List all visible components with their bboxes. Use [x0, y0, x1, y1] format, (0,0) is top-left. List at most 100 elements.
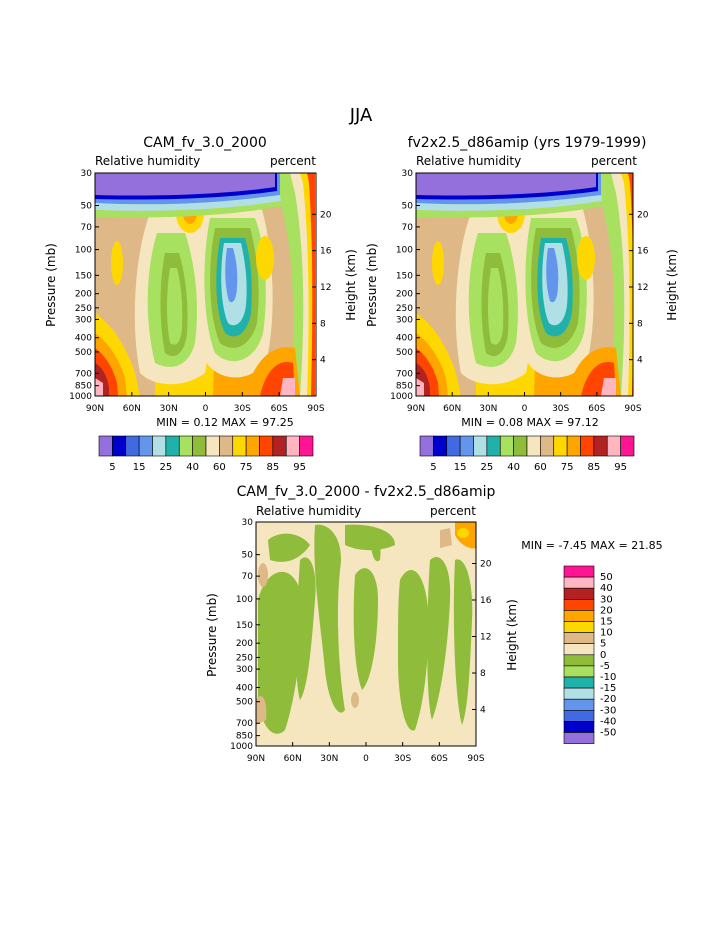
colorbar-swatch: [563, 698, 595, 711]
colorbar-swatch: [473, 435, 488, 457]
y-tick-label: 700: [75, 369, 92, 379]
colorbar-swatch: [245, 435, 260, 457]
colorbar-swatch: [563, 687, 595, 700]
variable-label: Relative humidity: [95, 154, 200, 168]
y-tick-label: 70: [242, 572, 254, 582]
colorbar-swatch: [178, 435, 193, 457]
colorbar-label: 20: [600, 605, 613, 616]
y-tick-label: 50: [81, 201, 93, 211]
colorbar-label: 25: [160, 462, 173, 473]
colorbar-label: 75: [240, 462, 253, 473]
colorbar-swatch: [563, 721, 595, 733]
stats-label: MIN = 0.12 MAX = 97.25: [156, 416, 293, 429]
y-tick-label: 100: [396, 246, 413, 256]
x-tick-label: 60S: [588, 404, 605, 414]
colorbar-swatch: [446, 435, 461, 457]
colorbar-label: 95: [293, 462, 306, 473]
x-tick-label: 60S: [431, 754, 448, 764]
y-tick-label: 100: [75, 246, 92, 256]
y-axis-label: Pressure (mb): [205, 593, 219, 677]
colorbar-swatch: [192, 435, 207, 457]
y-tick-label: 30: [402, 169, 414, 179]
y-axis-label: Pressure (mb): [365, 243, 379, 327]
y-tick-label: 500: [236, 698, 253, 708]
page-title: JJA: [349, 105, 373, 126]
variable-label: Relative humidity: [416, 154, 521, 168]
colorbar-label: -15: [600, 683, 616, 694]
y-tick-label: 70: [81, 223, 93, 233]
colorbar-label: 95: [614, 462, 627, 473]
y-tick-label: 300: [236, 665, 253, 675]
colorbar-swatch: [419, 435, 434, 457]
colorbar-swatch: [232, 435, 247, 457]
colorbar-swatch: [219, 435, 234, 457]
variable-label: Relative humidity: [256, 504, 361, 518]
axes-ticks: 90N 60N 30N 0 30S 60S 90S100085070050040030025…: [69, 169, 649, 764]
colorbar-swatch: [563, 565, 595, 578]
colorbar-label: 15: [600, 617, 613, 628]
y-tick-label: 850: [75, 382, 92, 392]
colorbar-swatch: [259, 435, 274, 457]
colorbar-swatch: [112, 435, 127, 457]
y-tick-label: 30: [242, 518, 254, 528]
colorbar-swatch: [563, 621, 595, 633]
contour-field: [95, 173, 315, 396]
colorbar-swatch: [165, 435, 180, 457]
y-tick-label: 500: [396, 348, 413, 358]
stats-label: MIN = -7.45 MAX = 21.85: [521, 539, 662, 552]
colorbar-swatch: [563, 654, 595, 667]
y2-tick-label: 4: [480, 705, 486, 715]
colorbar-swatch: [563, 598, 595, 611]
y-tick-label: 200: [396, 290, 413, 300]
colorbar-swatch: [513, 435, 528, 457]
y2-tick-label: 20: [637, 210, 649, 220]
colorbar-label: 30: [600, 594, 613, 605]
units-label: percent: [430, 504, 476, 518]
colorbar-label: -10: [600, 672, 616, 683]
y-tick-label: 400: [236, 683, 253, 693]
y-tick-label: 30: [81, 169, 93, 179]
colorbar-label: 0: [600, 650, 606, 661]
y-tick-label: 50: [242, 551, 254, 561]
colorbar-swatch: [563, 587, 595, 600]
y2-tick-label: 12: [480, 632, 491, 642]
contour-field: [256, 522, 476, 746]
x-tick-label: 30N: [160, 404, 178, 414]
colorbar-swatch: [98, 435, 113, 457]
colorbar-swatch: [299, 435, 314, 457]
colorbar-label: 15: [133, 462, 146, 473]
x-tick-label: 90S: [624, 404, 641, 414]
colorbar-swatch: [285, 435, 300, 457]
x-tick-label: 90N: [247, 754, 265, 764]
y-tick-label: 1000: [390, 392, 413, 402]
colorbar-label: -40: [600, 716, 616, 727]
y2-axis-label: Height (km): [344, 249, 358, 320]
y2-tick-label: 8: [637, 319, 643, 329]
y-axis-label: Pressure (mb): [44, 243, 58, 327]
x-tick-label: 30S: [552, 404, 569, 414]
y-tick-label: 300: [75, 315, 92, 325]
x-tick-label: 90N: [407, 404, 425, 414]
y2-tick-label: 20: [480, 559, 492, 569]
colorbar-swatch: [563, 709, 595, 722]
x-tick-label: 0: [203, 404, 209, 414]
colorbar-swatch: [563, 732, 595, 744]
y-tick-label: 500: [75, 348, 92, 358]
x-tick-label: 30S: [394, 754, 411, 764]
colorbar-label: -5: [600, 661, 610, 672]
y-tick-label: 250: [75, 304, 92, 314]
x-tick-label: 30N: [479, 404, 497, 414]
colorbar-label: 15: [454, 462, 467, 473]
colorbar-swatch: [566, 435, 581, 457]
colorbar-label: -30: [600, 705, 616, 716]
x-tick-label: 60N: [284, 754, 302, 764]
panel-title: fv2x2.5_d86amip (yrs 1979-1999): [408, 135, 647, 151]
colorbar-swatch: [606, 435, 621, 457]
colorbar-top-left: 5 15 25 40 60 75 85 95: [98, 435, 314, 473]
y2-tick-label: 16: [480, 596, 492, 606]
x-tick-label: 30N: [320, 754, 338, 764]
colorbar-swatch: [580, 435, 595, 457]
y-tick-label: 300: [396, 315, 413, 325]
